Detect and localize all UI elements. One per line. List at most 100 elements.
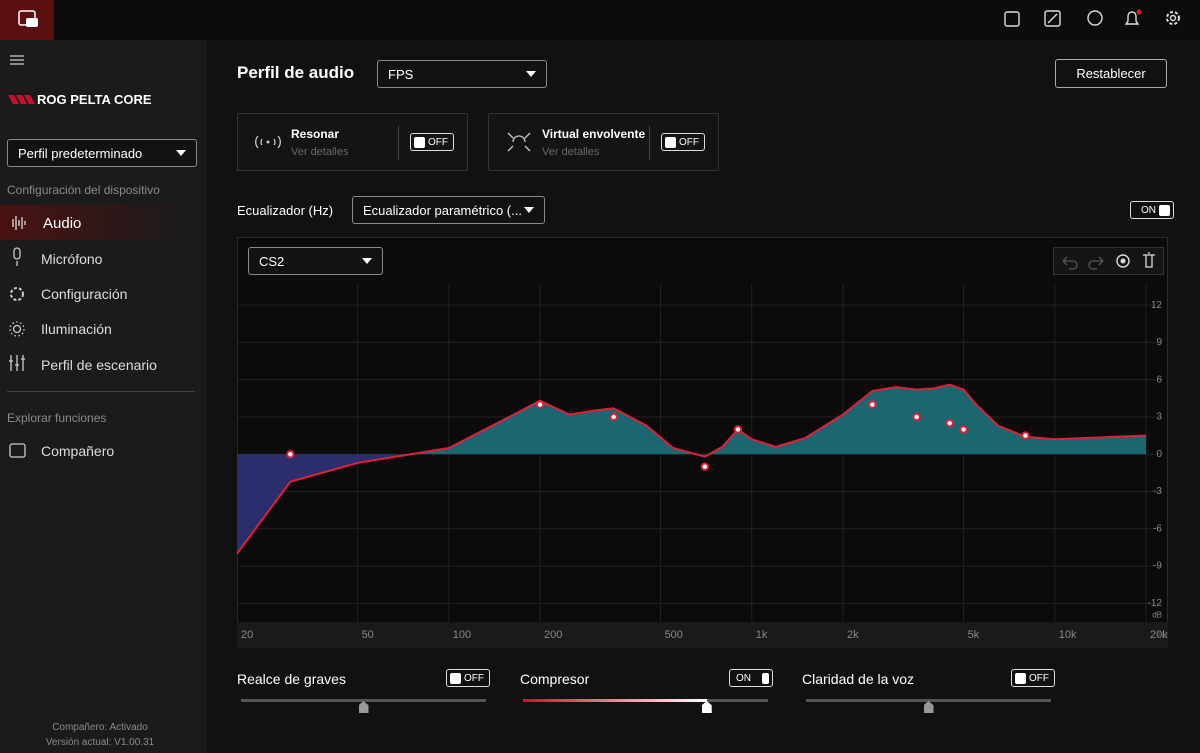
card[interactable]: Virtual envolvente Ver detalles OFF — [488, 113, 719, 171]
card[interactable]: Resonar Ver detalles OFF — [237, 113, 468, 171]
x-tick-label: 20 — [241, 629, 253, 641]
eq-band-point[interactable] — [945, 418, 954, 428]
y-unit: dB — [1152, 610, 1162, 619]
control-label: Claridad de la voz — [802, 671, 915, 687]
eq-band-point[interactable] — [959, 425, 968, 434]
y-tick-label: -3 — [1153, 486, 1162, 497]
toggle-label: OFF — [679, 136, 699, 148]
eq-label: Ecualizador (Hz) — [237, 203, 334, 218]
x-tick-label: 100 — [453, 629, 471, 641]
x-tick-label: 20k — [1150, 629, 1168, 641]
eq-band-point[interactable] — [609, 412, 618, 422]
x-tick-label: 5k — [968, 629, 980, 641]
select-label: CS2 — [259, 253, 285, 269]
positive-area — [410, 384, 1146, 455]
x-tick-label: 2k — [847, 629, 859, 641]
y-tick-label: 3 — [1156, 412, 1162, 423]
menu-item[interactable]: Audio — [43, 215, 82, 232]
eq-select[interactable]: Ecualizador paramétrico (... — [352, 196, 545, 224]
profile-select[interactable]: Perfil predeterminado — [7, 139, 197, 167]
brand-logo — [8, 95, 35, 104]
app-icon[interactable] — [0, 0, 54, 42]
menu-icons — [9, 247, 25, 371]
app-glyph — [18, 10, 38, 27]
card-subtitle: Ver detalles — [542, 146, 600, 158]
footer-text: Compañero: Activado — [52, 722, 148, 733]
eq-curve — [237, 383, 1147, 555]
toggle[interactable]: OFF — [410, 133, 454, 151]
eq-band-point[interactable] — [1021, 431, 1030, 440]
card-subtitle: Ver detalles — [291, 146, 349, 158]
toggle[interactable]: OFF — [661, 133, 705, 151]
menu-item[interactable]: Iluminación — [41, 321, 112, 337]
divider — [7, 391, 195, 392]
divider — [649, 126, 650, 160]
eq-tools[interactable] — [1053, 247, 1164, 275]
toggle-label: ON — [1141, 204, 1156, 216]
x-unit: Hz — [1158, 631, 1168, 640]
y-tick-label: -6 — [1153, 523, 1162, 534]
y-tick-label: 6 — [1156, 374, 1162, 385]
toggle-label: OFF — [464, 672, 484, 684]
slider-thumb[interactable] — [923, 701, 934, 713]
section-title: Explorar funciones — [7, 411, 107, 425]
eq-band-point[interactable] — [868, 400, 877, 409]
section-title: Configuración del dispositivo — [7, 183, 160, 197]
companion-icon — [9, 443, 26, 458]
y-tick-label: -9 — [1153, 561, 1162, 572]
x-tick-label: 50 — [362, 629, 374, 641]
page-title: Perfil de audio — [237, 63, 355, 82]
toggle[interactable]: ON — [1130, 201, 1174, 219]
card-icon — [507, 132, 531, 152]
eq-band-point[interactable] — [535, 400, 545, 409]
toggle[interactable]: OFF — [1011, 669, 1055, 687]
profile-label: Perfil predeterminado — [18, 145, 143, 161]
menu-item[interactable]: Compañero — [41, 443, 115, 459]
slider-track[interactable] — [241, 699, 486, 702]
y-tick-label: 12 — [1151, 300, 1163, 311]
menu-item[interactable]: Perfil de escenario — [41, 357, 157, 373]
sidebar: ROG PELTA CORE Perfil predeterminado Con… — [0, 40, 207, 753]
profile-select[interactable]: FPS — [377, 60, 547, 88]
y-tick-label: 0 — [1156, 449, 1162, 460]
toggle-label: OFF — [1029, 672, 1049, 684]
eq-band-point[interactable] — [733, 425, 743, 434]
slider-thumb[interactable] — [358, 701, 369, 713]
select-label: Ecualizador paramétrico (... — [363, 202, 522, 218]
top-bar — [0, 0, 1200, 42]
control-label: Compresor — [520, 671, 590, 687]
reset-button[interactable]: Restablecer — [1055, 59, 1167, 88]
button-label: Restablecer — [1076, 66, 1146, 81]
negative-area — [237, 454, 1146, 554]
divider — [398, 126, 399, 160]
x-tick-label: 1k — [756, 629, 768, 641]
toggle-label: OFF — [428, 136, 448, 148]
active-item[interactable] — [0, 205, 190, 240]
control-label: Realce de graves — [237, 671, 346, 687]
menu-icon[interactable] — [10, 55, 24, 65]
card-title: Virtual envolvente — [542, 127, 646, 141]
y-tick-label: -12 — [1148, 598, 1163, 609]
footer-text: Versión actual: V1.00.31 — [45, 737, 155, 748]
toggle[interactable]: ON — [729, 669, 773, 687]
x-tick-label: 10k — [1059, 629, 1077, 641]
menu-item[interactable]: Configuración — [41, 286, 128, 302]
x-tick-label: 500 — [665, 629, 683, 641]
preset-select[interactable]: CS2 — [248, 247, 383, 275]
x-tick-label: 200 — [544, 629, 562, 641]
card-icon — [255, 135, 281, 149]
toggle[interactable]: OFF — [446, 669, 490, 687]
eq-band-point[interactable] — [286, 450, 295, 459]
slider-thumb[interactable] — [701, 701, 712, 713]
audio-icon — [12, 216, 26, 230]
top-icons[interactable] — [996, 6, 1196, 34]
slider-track[interactable] — [806, 699, 1051, 702]
select-label: FPS — [388, 66, 414, 82]
menu-item[interactable]: Micrófono — [41, 251, 103, 267]
slider-fill — [523, 699, 707, 702]
eq-band-point[interactable] — [700, 462, 710, 471]
eq-band-point[interactable] — [912, 412, 921, 422]
x-axis-bar — [237, 622, 1168, 648]
